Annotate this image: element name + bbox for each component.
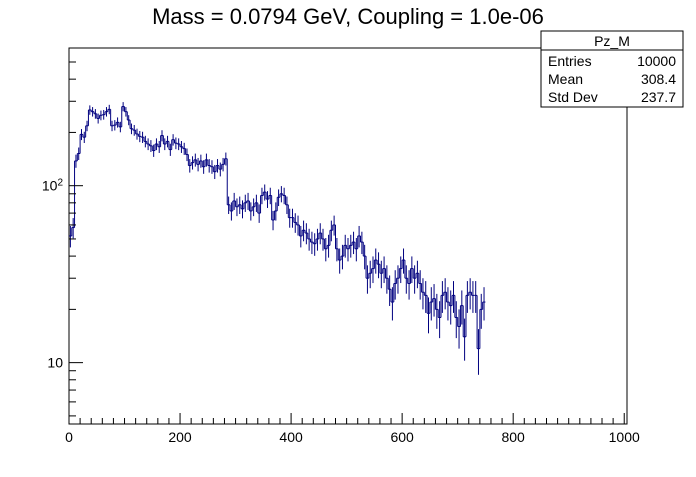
histogram-bin bbox=[260, 187, 264, 214]
histogram-bin bbox=[429, 287, 433, 321]
histogram-bin bbox=[312, 233, 317, 256]
histogram-bin bbox=[104, 107, 108, 117]
stats-value-entries: 10000 bbox=[637, 53, 676, 69]
chart-title: Mass = 0.0794 GeV, Coupling = 1.0e-06 bbox=[152, 4, 544, 29]
histogram-bin bbox=[379, 260, 383, 289]
x-tick-label: 0 bbox=[65, 429, 73, 445]
stats-box-frame bbox=[540, 30, 684, 108]
histogram-bin bbox=[393, 270, 397, 303]
histogram-bin bbox=[346, 237, 350, 262]
y-tick-label: 102 bbox=[42, 177, 64, 194]
histogram-bin bbox=[465, 281, 469, 337]
histogram-bin bbox=[74, 154, 78, 228]
histogram-bin bbox=[287, 204, 292, 228]
x-axis: 0 200 400 600 800 1000 bbox=[65, 413, 640, 445]
histogram-bin bbox=[79, 129, 83, 154]
histogram-bin bbox=[454, 295, 458, 339]
histogram-bin bbox=[298, 224, 303, 248]
x-tick-label: 600 bbox=[390, 429, 414, 445]
stats-label-entries: Entries bbox=[548, 53, 592, 69]
histogram-bins bbox=[69, 102, 486, 375]
histogram-bin bbox=[129, 120, 133, 135]
histogram-bin bbox=[190, 156, 194, 170]
histogram-bin bbox=[235, 198, 239, 217]
stats-title: Pz_M bbox=[594, 33, 630, 49]
y-axis: 10 102 bbox=[42, 47, 83, 417]
histogram-bin bbox=[265, 191, 269, 208]
histogram-bin bbox=[329, 220, 333, 246]
histogram-bin bbox=[121, 102, 125, 127]
histogram-bin bbox=[482, 287, 486, 321]
histogram-bin bbox=[87, 105, 92, 126]
y-tick-label: 10 bbox=[47, 355, 63, 371]
x-tick-label: 800 bbox=[501, 429, 525, 445]
histogram-bin bbox=[412, 265, 417, 294]
histogram-bin bbox=[337, 248, 342, 274]
histogram-bin bbox=[276, 189, 280, 211]
histogram-bin bbox=[368, 260, 372, 289]
histogram-bin bbox=[101, 109, 106, 120]
stats-label-stddev: Std Dev bbox=[548, 89, 598, 105]
x-tick-label: 200 bbox=[168, 429, 192, 445]
histogram-bin bbox=[348, 234, 353, 258]
stats-value-mean: 308.4 bbox=[641, 71, 676, 87]
histogram-bin bbox=[96, 113, 100, 124]
histogram-bin bbox=[110, 109, 114, 132]
x-tick-label: 400 bbox=[279, 429, 303, 445]
stats-value-stddev: 237.7 bbox=[641, 89, 676, 105]
histogram-bin bbox=[440, 281, 444, 318]
histogram-bin bbox=[99, 110, 103, 121]
histogram-bin bbox=[243, 194, 247, 212]
histogram-bin bbox=[471, 281, 475, 313]
histogram-bin bbox=[404, 260, 408, 294]
histogram-bin bbox=[112, 120, 117, 131]
histogram-bin bbox=[323, 237, 328, 262]
stats-box: Pz_M Entries 10000 Mean 308.4 Std Dev 23… bbox=[540, 30, 684, 108]
histogram-bin bbox=[426, 295, 430, 334]
histogram-bin bbox=[315, 228, 319, 251]
histogram-bin bbox=[196, 157, 200, 172]
histogram-bin bbox=[251, 198, 255, 217]
stats-label-mean: Mean bbox=[548, 71, 583, 87]
x-tick-label: 1000 bbox=[609, 429, 640, 445]
